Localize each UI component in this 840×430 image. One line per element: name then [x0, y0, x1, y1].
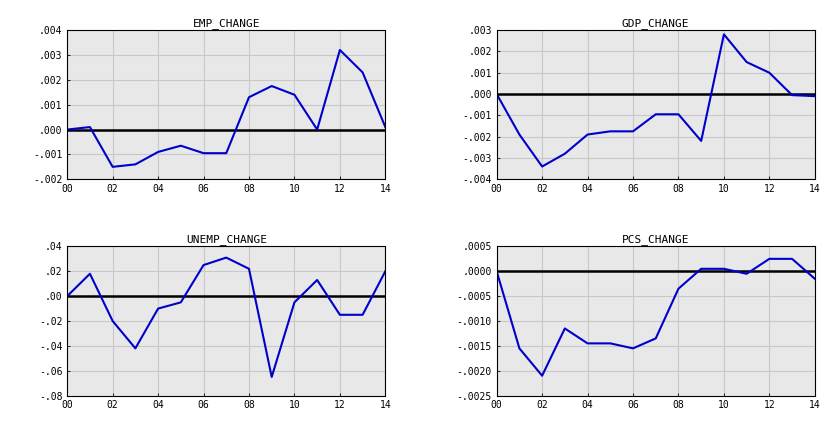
Title: PCS_CHANGE: PCS_CHANGE: [622, 234, 690, 245]
Title: GDP_CHANGE: GDP_CHANGE: [622, 18, 690, 29]
Title: EMP_CHANGE: EMP_CHANGE: [192, 18, 260, 29]
Title: UNEMP_CHANGE: UNEMP_CHANGE: [186, 234, 267, 245]
